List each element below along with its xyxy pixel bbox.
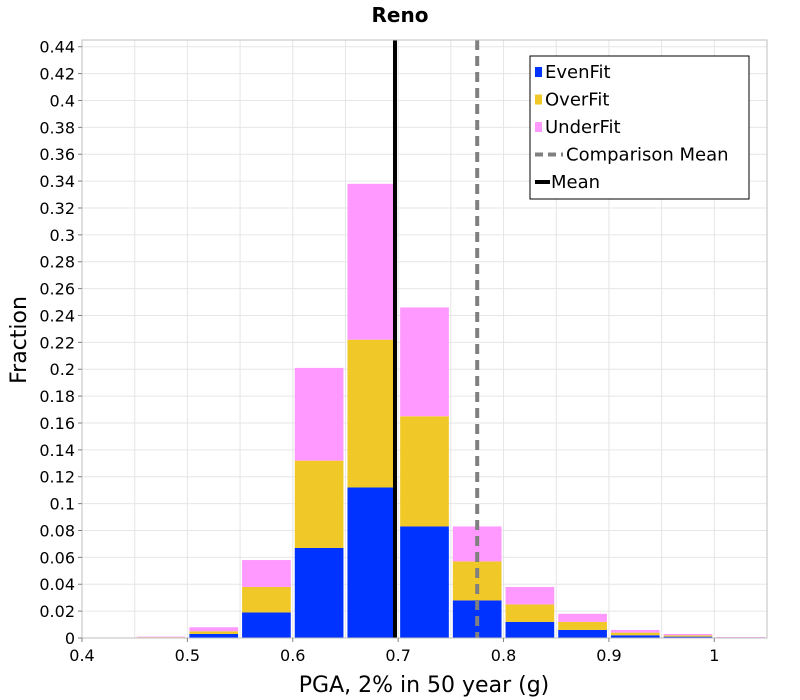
bar-overfit [347,339,397,488]
bar-overfit [452,561,502,601]
y-tick-label: 0.14 [39,441,75,460]
bar-underfit [189,627,239,632]
legend-label-comparison-mean: Comparison Mean [566,145,729,166]
bar-underfit [663,633,713,636]
x-tick-label: 0.5 [175,646,200,665]
bar-underfit [610,629,660,633]
y-tick-label: 0.38 [39,118,75,137]
legend-label-evenfit: EvenFit [545,62,611,83]
bar-underfit [294,367,344,461]
chart-title: Reno [372,3,429,27]
bar-overfit [136,637,186,638]
legend-swatch-overfit [535,94,542,105]
bar-evenfit [242,612,291,638]
bar-evenfit [663,636,713,638]
bar-evenfit [189,633,239,638]
y-tick-label: 0.02 [39,602,75,621]
bar-overfit [663,635,713,637]
y-tick-label: 0.2 [50,360,75,379]
y-tick-label: 0.3 [50,226,75,245]
bar-evenfit [347,487,397,638]
bar-underfit [558,613,607,622]
bar-overfit [505,604,555,622]
bar-overfit [294,460,344,548]
bar-evenfit [294,547,344,638]
bar-evenfit [505,621,555,638]
y-tick-label: 0.4 [50,91,75,110]
legend-swatch-evenfit [535,67,542,77]
legend-box [529,55,750,200]
y-tick-label: 0.32 [39,199,75,218]
x-tick-label: 0.6 [280,646,305,665]
y-tick-label: 0.26 [39,280,75,299]
y-tick-label: 0.04 [39,575,75,594]
y-tick-label: 0 [65,629,75,648]
legend: EvenFit OverFit UnderFit Comparison Mean Mea… [529,55,750,200]
bar-overfit [189,631,239,634]
bar-underfit [400,307,449,417]
legend-label-mean: Mean [551,172,600,193]
y-tick-label: 0.44 [39,38,75,57]
x-axis-title: PGA, 2% in 50 year (g) [299,673,550,698]
bar-evenfit [558,629,607,638]
y-tick-label: 0.18 [39,387,75,406]
bar-underfit [716,637,765,638]
y-tick-label: 0.12 [39,468,75,487]
y-axis-title: Fraction [7,296,32,384]
y-tick-label: 0.16 [39,414,75,433]
bar-underfit [347,183,397,340]
bar-evenfit [610,635,660,638]
x-tick-label: 0.8 [491,646,516,665]
y-tick-label: 0.34 [39,172,75,191]
y-tick-label: 0.24 [39,306,75,325]
y-tick-label: 0.28 [39,253,75,272]
x-tick-label: 0.7 [385,646,410,665]
bar-underfit [136,636,186,638]
y-tick-label: 0.08 [39,521,75,540]
y-tick-label: 0.22 [39,333,75,352]
bar-overfit [558,621,607,630]
bar-overfit [400,416,449,527]
legend-label-overfit: OverFit [545,90,609,111]
x-tick-label: 0.4 [69,646,94,665]
x-tick-label: 1 [709,646,719,665]
y-tick-label: 0.1 [50,495,75,514]
bar-underfit [242,560,291,587]
bar-underfit [505,586,555,605]
x-tick-label: 0.9 [596,646,621,665]
bar-evenfit [400,526,449,638]
bar-overfit [242,586,291,613]
legend-swatch-underfit [535,122,542,132]
y-tick-label: 0.42 [39,65,75,84]
y-tick-label: 0.06 [39,548,75,567]
legend-label-underfit: UnderFit [545,117,621,138]
y-tick-label: 0.36 [39,145,75,164]
bar-overfit [610,632,660,636]
plot-border [81,39,768,639]
